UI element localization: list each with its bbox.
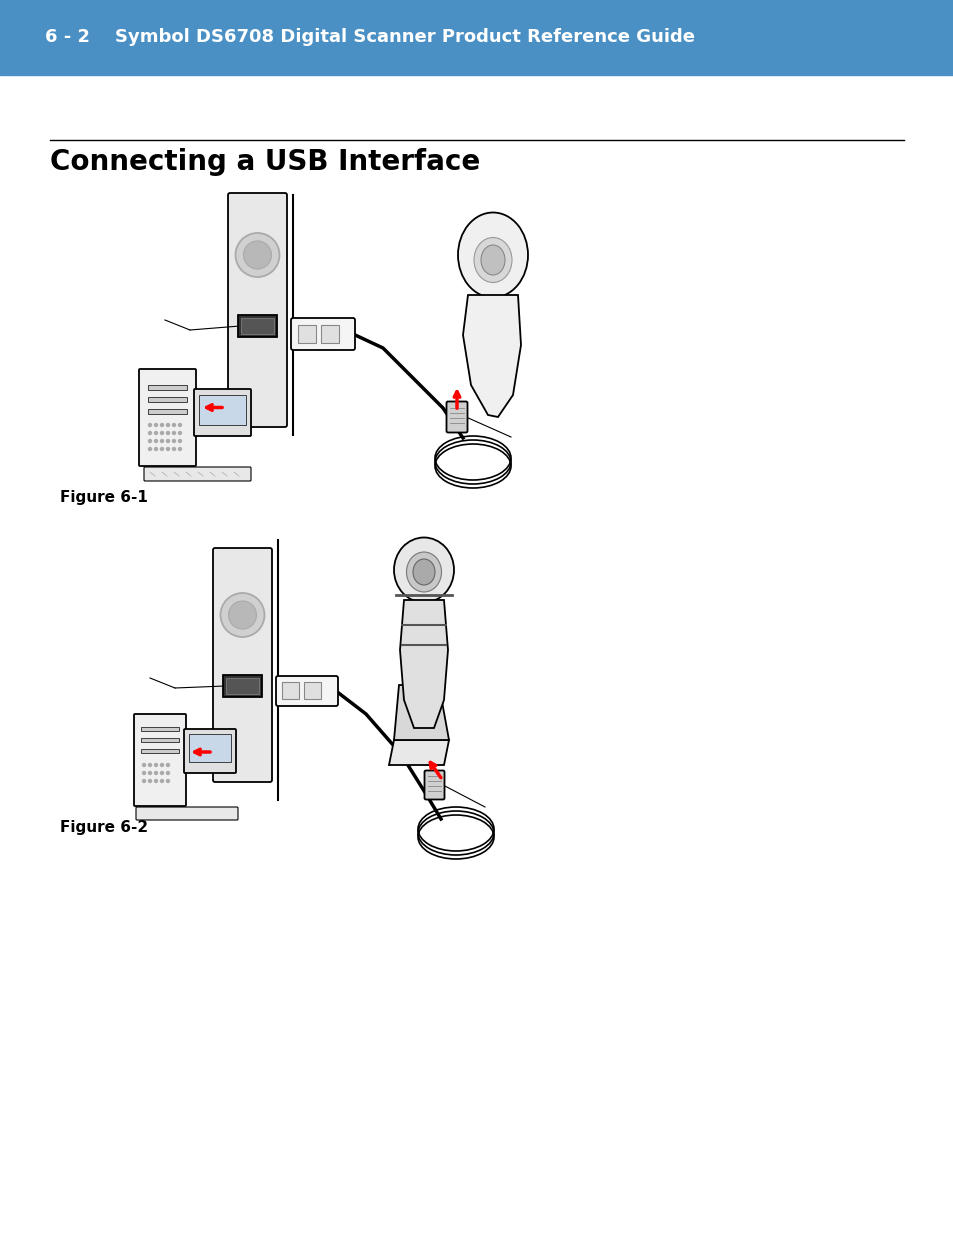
FancyBboxPatch shape	[184, 729, 235, 773]
Circle shape	[167, 440, 170, 442]
Circle shape	[149, 447, 152, 451]
Bar	[297, 325, 315, 343]
Text: Figure 6-2: Figure 6-2	[60, 820, 148, 835]
Circle shape	[167, 447, 170, 451]
Bar	[320, 325, 338, 343]
Circle shape	[220, 593, 264, 637]
FancyBboxPatch shape	[275, 676, 337, 706]
Circle shape	[167, 772, 170, 774]
Bar	[141, 739, 179, 742]
Bar	[223, 676, 262, 697]
Circle shape	[142, 772, 146, 774]
Bar	[282, 682, 298, 699]
Circle shape	[149, 431, 152, 435]
Circle shape	[178, 424, 181, 426]
Circle shape	[154, 440, 157, 442]
Circle shape	[172, 447, 175, 451]
Polygon shape	[394, 685, 449, 740]
Polygon shape	[389, 740, 449, 764]
FancyBboxPatch shape	[193, 389, 251, 436]
Circle shape	[154, 447, 157, 451]
Circle shape	[160, 447, 163, 451]
Bar	[141, 748, 179, 753]
Circle shape	[142, 763, 146, 767]
Circle shape	[167, 763, 170, 767]
Bar	[304, 682, 320, 699]
Circle shape	[149, 424, 152, 426]
Bar	[148, 385, 187, 390]
Circle shape	[243, 241, 272, 269]
Circle shape	[154, 763, 157, 767]
Circle shape	[160, 763, 163, 767]
FancyBboxPatch shape	[446, 401, 467, 432]
Bar	[199, 395, 246, 425]
Circle shape	[235, 233, 279, 277]
Circle shape	[142, 779, 146, 783]
Bar	[141, 727, 179, 731]
FancyBboxPatch shape	[133, 714, 186, 806]
Circle shape	[160, 772, 163, 774]
Ellipse shape	[406, 552, 441, 592]
Circle shape	[160, 779, 163, 783]
FancyBboxPatch shape	[136, 806, 237, 820]
Circle shape	[172, 440, 175, 442]
Polygon shape	[462, 295, 520, 417]
FancyBboxPatch shape	[424, 771, 444, 799]
Ellipse shape	[457, 212, 527, 298]
Circle shape	[149, 772, 152, 774]
Circle shape	[160, 440, 163, 442]
Text: Figure 6-1: Figure 6-1	[60, 490, 148, 505]
Ellipse shape	[394, 537, 454, 603]
FancyBboxPatch shape	[228, 193, 287, 427]
Circle shape	[172, 431, 175, 435]
Bar	[148, 409, 187, 414]
Bar	[189, 734, 231, 762]
Bar	[241, 317, 274, 333]
FancyBboxPatch shape	[213, 548, 272, 782]
Text: 6 - 2    Symbol DS6708 Digital Scanner Product Reference Guide: 6 - 2 Symbol DS6708 Digital Scanner Prod…	[45, 28, 695, 47]
Circle shape	[154, 772, 157, 774]
Circle shape	[172, 424, 175, 426]
FancyBboxPatch shape	[144, 467, 251, 480]
Circle shape	[167, 431, 170, 435]
Text: Connecting a USB Interface: Connecting a USB Interface	[50, 148, 479, 177]
Circle shape	[154, 779, 157, 783]
Bar	[0, 0, 953, 75]
Circle shape	[149, 440, 152, 442]
Ellipse shape	[480, 245, 504, 275]
Bar	[226, 678, 258, 694]
Circle shape	[149, 763, 152, 767]
Circle shape	[149, 779, 152, 783]
FancyBboxPatch shape	[291, 317, 355, 350]
Bar	[148, 396, 187, 403]
Circle shape	[160, 424, 163, 426]
Circle shape	[178, 431, 181, 435]
Circle shape	[154, 431, 157, 435]
Circle shape	[178, 447, 181, 451]
Circle shape	[229, 601, 256, 629]
Circle shape	[167, 779, 170, 783]
FancyBboxPatch shape	[139, 369, 195, 466]
Circle shape	[178, 440, 181, 442]
Polygon shape	[399, 600, 448, 727]
Circle shape	[154, 424, 157, 426]
Ellipse shape	[474, 237, 512, 283]
Ellipse shape	[413, 559, 435, 585]
Circle shape	[160, 431, 163, 435]
Circle shape	[167, 424, 170, 426]
Bar	[237, 315, 276, 337]
